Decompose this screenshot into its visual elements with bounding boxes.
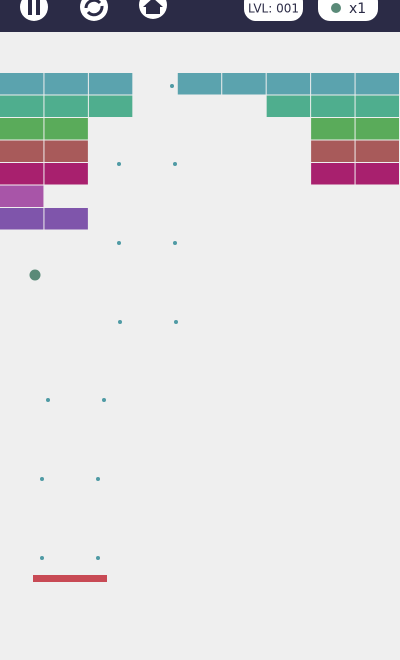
brick xyxy=(311,95,355,117)
brick xyxy=(355,118,399,140)
brick xyxy=(311,118,355,140)
brick xyxy=(0,185,44,207)
pickup-dot xyxy=(170,84,174,88)
pickup-dot xyxy=(173,162,177,166)
home-button[interactable] xyxy=(139,0,167,19)
pickup-dot xyxy=(46,398,50,402)
bricks xyxy=(0,73,399,230)
ball xyxy=(29,269,41,281)
brick xyxy=(0,73,44,95)
brick xyxy=(44,140,88,162)
pickup-dot xyxy=(102,398,106,402)
brick xyxy=(44,118,88,140)
pickup-dot xyxy=(117,162,121,166)
balls-pill: x1 xyxy=(318,0,378,21)
pickup-dot xyxy=(118,320,122,324)
pickups xyxy=(40,84,178,560)
brick xyxy=(0,95,44,117)
paddle xyxy=(33,575,107,582)
pickup-dot xyxy=(40,556,44,560)
pickup-dot xyxy=(117,241,121,245)
brick xyxy=(266,73,311,95)
balls-count: x1 xyxy=(349,1,366,17)
pickup-dot xyxy=(96,556,100,560)
brick xyxy=(44,163,88,185)
level-pill: LVL: 001 xyxy=(244,0,303,21)
brick xyxy=(355,140,399,162)
brick xyxy=(44,73,88,95)
brick xyxy=(311,140,355,162)
brick xyxy=(0,163,44,185)
restart-button[interactable] xyxy=(80,0,108,21)
pickup-dot xyxy=(40,477,44,481)
brick xyxy=(222,73,266,95)
brick xyxy=(88,73,133,95)
brick xyxy=(311,163,355,185)
level-label: LVL: 001 xyxy=(248,2,299,16)
brick xyxy=(355,73,399,95)
brick xyxy=(44,95,88,117)
brick xyxy=(311,73,355,95)
pickup-dot xyxy=(96,477,100,481)
pause-button[interactable] xyxy=(20,0,48,21)
brick xyxy=(355,95,399,117)
brick xyxy=(266,95,311,117)
pickup-dot xyxy=(174,320,178,324)
brick xyxy=(0,140,44,162)
brick xyxy=(88,95,133,117)
brick xyxy=(355,163,399,185)
brick xyxy=(0,208,44,230)
brick xyxy=(0,118,44,140)
pickup-dot xyxy=(173,241,177,245)
brick xyxy=(177,73,222,95)
brick xyxy=(44,208,88,230)
